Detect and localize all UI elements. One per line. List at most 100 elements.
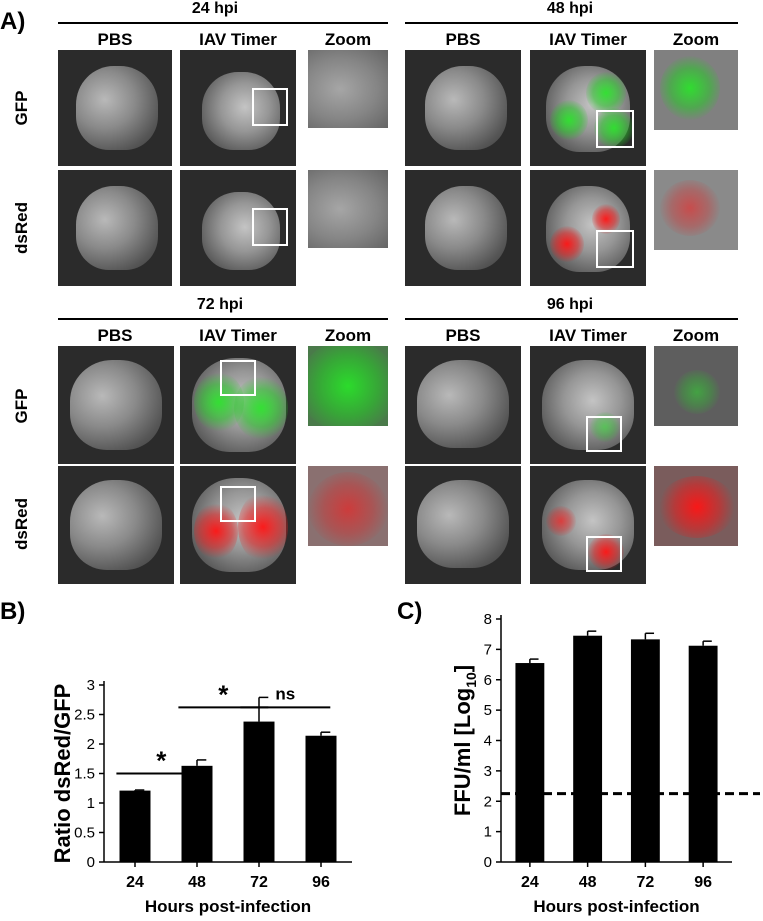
col-head-iav: IAV Timer bbox=[199, 30, 277, 49]
x-tick-label: 96 bbox=[694, 874, 712, 891]
panel-a-letter: A) bbox=[0, 8, 26, 35]
col-head-iav: IAV Timer bbox=[549, 30, 627, 49]
col-head-iav: IAV Timer bbox=[199, 326, 277, 345]
y-tick-label: 2.5 bbox=[74, 707, 95, 724]
title-rule bbox=[405, 318, 738, 320]
image-pbs-dsred bbox=[58, 170, 172, 286]
image-pbs-gfp bbox=[405, 50, 521, 166]
image-pbs-gfp bbox=[58, 50, 172, 166]
timepoint-title: 24 hpi bbox=[191, 0, 239, 17]
title-rule bbox=[58, 22, 388, 24]
row-label-gfp: GFP bbox=[12, 388, 31, 424]
y-tick-label: 1 bbox=[87, 795, 95, 812]
image-iav-dsred bbox=[530, 466, 646, 584]
zoom-box bbox=[596, 230, 634, 268]
panel-c-letter: C) bbox=[397, 598, 423, 625]
y-tick-label: 2 bbox=[484, 793, 492, 810]
timepoint-title: 96 hpi bbox=[546, 296, 594, 313]
y-tick-label: 2 bbox=[87, 736, 95, 753]
x-tick-label: 48 bbox=[579, 874, 597, 891]
image-iav-gfp bbox=[180, 346, 296, 464]
bar bbox=[119, 790, 151, 862]
image-iav-gfp bbox=[530, 50, 646, 166]
image-zoom-gfp bbox=[654, 346, 738, 426]
col-head-zoom: Zoom bbox=[672, 326, 720, 345]
bar bbox=[305, 735, 337, 862]
y-tick-label: 1.5 bbox=[74, 766, 95, 783]
zoom-box bbox=[220, 360, 256, 396]
x-tick-label: 24 bbox=[521, 874, 539, 891]
image-iav-dsred bbox=[530, 170, 646, 286]
y-tick-label: 0 bbox=[87, 854, 95, 871]
x-tick-label: 72 bbox=[636, 874, 654, 891]
bar bbox=[573, 635, 603, 862]
y-tick-label: 7 bbox=[484, 641, 492, 658]
image-iav-dsred bbox=[180, 466, 296, 584]
image-pbs-dsred bbox=[58, 466, 174, 584]
x-tick-label: 72 bbox=[250, 874, 268, 891]
y-tick-label: 5 bbox=[484, 702, 492, 719]
y-tick-label: 0.5 bbox=[74, 825, 95, 842]
significance-label: * bbox=[156, 746, 167, 776]
zoom-box bbox=[586, 416, 622, 452]
col-head-pbs: PBS bbox=[445, 326, 481, 345]
zoom-box bbox=[596, 110, 634, 148]
col-head-zoom: Zoom bbox=[324, 326, 372, 345]
col-head-pbs: PBS bbox=[97, 326, 133, 345]
x-tick-label: 96 bbox=[312, 874, 330, 891]
col-head-pbs: PBS bbox=[445, 30, 481, 49]
zoom-box bbox=[252, 208, 288, 246]
y-tick-label: 6 bbox=[484, 672, 492, 689]
image-zoom-dsred bbox=[308, 466, 388, 546]
bar bbox=[243, 721, 275, 862]
y-tick-label: 1 bbox=[484, 824, 492, 841]
image-iav-gfp bbox=[180, 50, 296, 166]
col-head-iav: IAV Timer bbox=[549, 326, 627, 345]
significance-label: ns bbox=[275, 684, 295, 703]
timepoint-title: 48 hpi bbox=[546, 0, 594, 17]
image-zoom-gfp bbox=[308, 346, 388, 426]
row-label-dsred: dsRed bbox=[12, 498, 31, 550]
col-head-zoom: Zoom bbox=[672, 30, 720, 49]
zoom-box bbox=[252, 88, 288, 126]
bar bbox=[630, 639, 660, 862]
y-axis-label: Ratio dsRed/GFP bbox=[50, 684, 75, 864]
x-axis-label: Hours post-infection bbox=[145, 897, 311, 916]
zoom-box bbox=[586, 536, 622, 572]
col-head-pbs: PBS bbox=[97, 30, 133, 49]
image-zoom-gfp bbox=[654, 50, 738, 130]
image-zoom-dsred bbox=[654, 170, 738, 250]
image-zoom-dsred bbox=[654, 466, 738, 546]
col-head-zoom: Zoom bbox=[324, 30, 372, 49]
bar bbox=[515, 663, 545, 862]
y-tick-label: 3 bbox=[87, 677, 95, 694]
y-tick-label: 4 bbox=[484, 733, 492, 750]
y-tick-label: 3 bbox=[484, 763, 492, 780]
image-pbs-gfp bbox=[58, 346, 174, 464]
x-axis-label: Hours post-infection bbox=[533, 897, 699, 916]
image-zoom-dsred bbox=[308, 170, 388, 248]
timepoint-title: 72 hpi bbox=[196, 296, 244, 313]
bar bbox=[688, 645, 718, 862]
title-rule bbox=[58, 318, 388, 320]
chart-c: 0 1 2 3 4 5 6 7 8 24 48 72 96 Hours post-infection FFU… bbox=[450, 611, 760, 916]
x-tick-label: 48 bbox=[188, 874, 206, 891]
image-iav-gfp bbox=[530, 346, 646, 464]
y-tick-label: 0 bbox=[484, 854, 492, 871]
image-pbs-dsred bbox=[405, 170, 521, 286]
image-pbs-dsred bbox=[405, 466, 521, 584]
title-rule bbox=[405, 22, 738, 24]
y-axis-label: FFU/ml [Log10] bbox=[450, 665, 479, 816]
y-tick-label: 8 bbox=[484, 611, 492, 628]
zoom-box bbox=[220, 486, 256, 522]
row-label-gfp: GFP bbox=[12, 90, 31, 126]
row-label-dsred: dsRed bbox=[12, 202, 31, 254]
image-zoom-gfp bbox=[308, 50, 388, 128]
image-iav-dsred bbox=[180, 170, 296, 286]
image-pbs-gfp bbox=[405, 346, 521, 464]
bar bbox=[181, 765, 213, 862]
panel-b-letter: B) bbox=[0, 598, 26, 625]
significance-label: * bbox=[218, 679, 229, 709]
x-tick-label: 24 bbox=[126, 874, 144, 891]
